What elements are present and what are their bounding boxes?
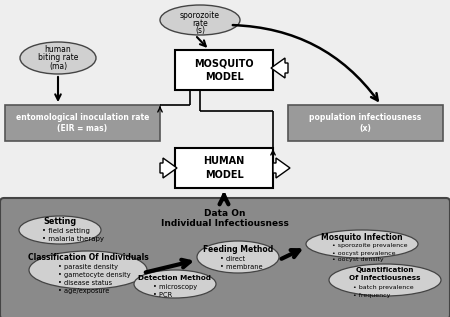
Text: • batch prevalence: • batch prevalence <box>353 284 414 289</box>
Text: Individual Infectiousness: Individual Infectiousness <box>161 218 289 228</box>
Ellipse shape <box>306 230 418 258</box>
Text: • microscopy: • microscopy <box>153 284 197 290</box>
Text: Of Infectiousness: Of Infectiousness <box>349 275 421 281</box>
Bar <box>0 0 450 200</box>
Text: • gametocyte density: • gametocyte density <box>58 272 130 278</box>
Text: Data On: Data On <box>204 210 246 218</box>
Bar <box>5 105 160 141</box>
Text: • oocyst density: • oocyst density <box>332 257 383 262</box>
Text: rate: rate <box>192 18 208 28</box>
Text: • frequency: • frequency <box>353 293 391 297</box>
Text: MODEL: MODEL <box>205 170 243 180</box>
Text: Quantification: Quantification <box>356 267 414 273</box>
Text: • field setting: • field setting <box>42 228 90 234</box>
Text: (x): (x) <box>360 125 371 133</box>
Ellipse shape <box>19 216 101 244</box>
Text: (EIR = mas): (EIR = mas) <box>58 125 108 133</box>
Text: • direct: • direct <box>220 256 245 262</box>
Text: • oocyst prevalence: • oocyst prevalence <box>332 250 396 256</box>
Text: (ma): (ma) <box>49 61 67 70</box>
Ellipse shape <box>160 5 240 35</box>
Text: biting rate: biting rate <box>38 54 78 62</box>
Text: (s): (s) <box>195 27 205 36</box>
Text: population infectiousness: population infectiousness <box>310 113 422 121</box>
Text: HUMAN: HUMAN <box>203 156 245 166</box>
Text: entomological inoculation rate: entomological inoculation rate <box>16 113 149 121</box>
Text: MODEL: MODEL <box>205 72 243 82</box>
Text: Mosquito Infection: Mosquito Infection <box>321 234 403 243</box>
Text: • sporozoite prevalence: • sporozoite prevalence <box>332 243 408 249</box>
Text: human: human <box>45 46 72 55</box>
Bar <box>288 105 443 141</box>
Text: Setting: Setting <box>44 217 76 227</box>
Text: • disease status: • disease status <box>58 280 112 286</box>
Bar <box>175 148 273 188</box>
Ellipse shape <box>134 270 216 298</box>
Text: MOSQUITO: MOSQUITO <box>194 58 254 68</box>
Polygon shape <box>160 158 177 178</box>
Bar <box>175 50 273 90</box>
Polygon shape <box>271 58 288 78</box>
Ellipse shape <box>29 251 147 289</box>
Text: • age/exposure: • age/exposure <box>58 288 109 294</box>
Text: • PCR: • PCR <box>153 292 172 298</box>
Polygon shape <box>273 158 290 178</box>
Ellipse shape <box>20 42 96 74</box>
Text: Classification Of Individuals: Classification Of Individuals <box>27 254 148 262</box>
Text: sporozoite: sporozoite <box>180 10 220 20</box>
Ellipse shape <box>329 264 441 296</box>
Text: • malaria therapy: • malaria therapy <box>42 236 104 242</box>
Text: Detection Method: Detection Method <box>139 275 212 281</box>
Text: Feeding Method: Feeding Method <box>203 244 273 254</box>
FancyBboxPatch shape <box>0 198 450 317</box>
Text: • parasite density: • parasite density <box>58 264 118 270</box>
Text: • membrane: • membrane <box>220 264 263 270</box>
Ellipse shape <box>197 241 279 273</box>
